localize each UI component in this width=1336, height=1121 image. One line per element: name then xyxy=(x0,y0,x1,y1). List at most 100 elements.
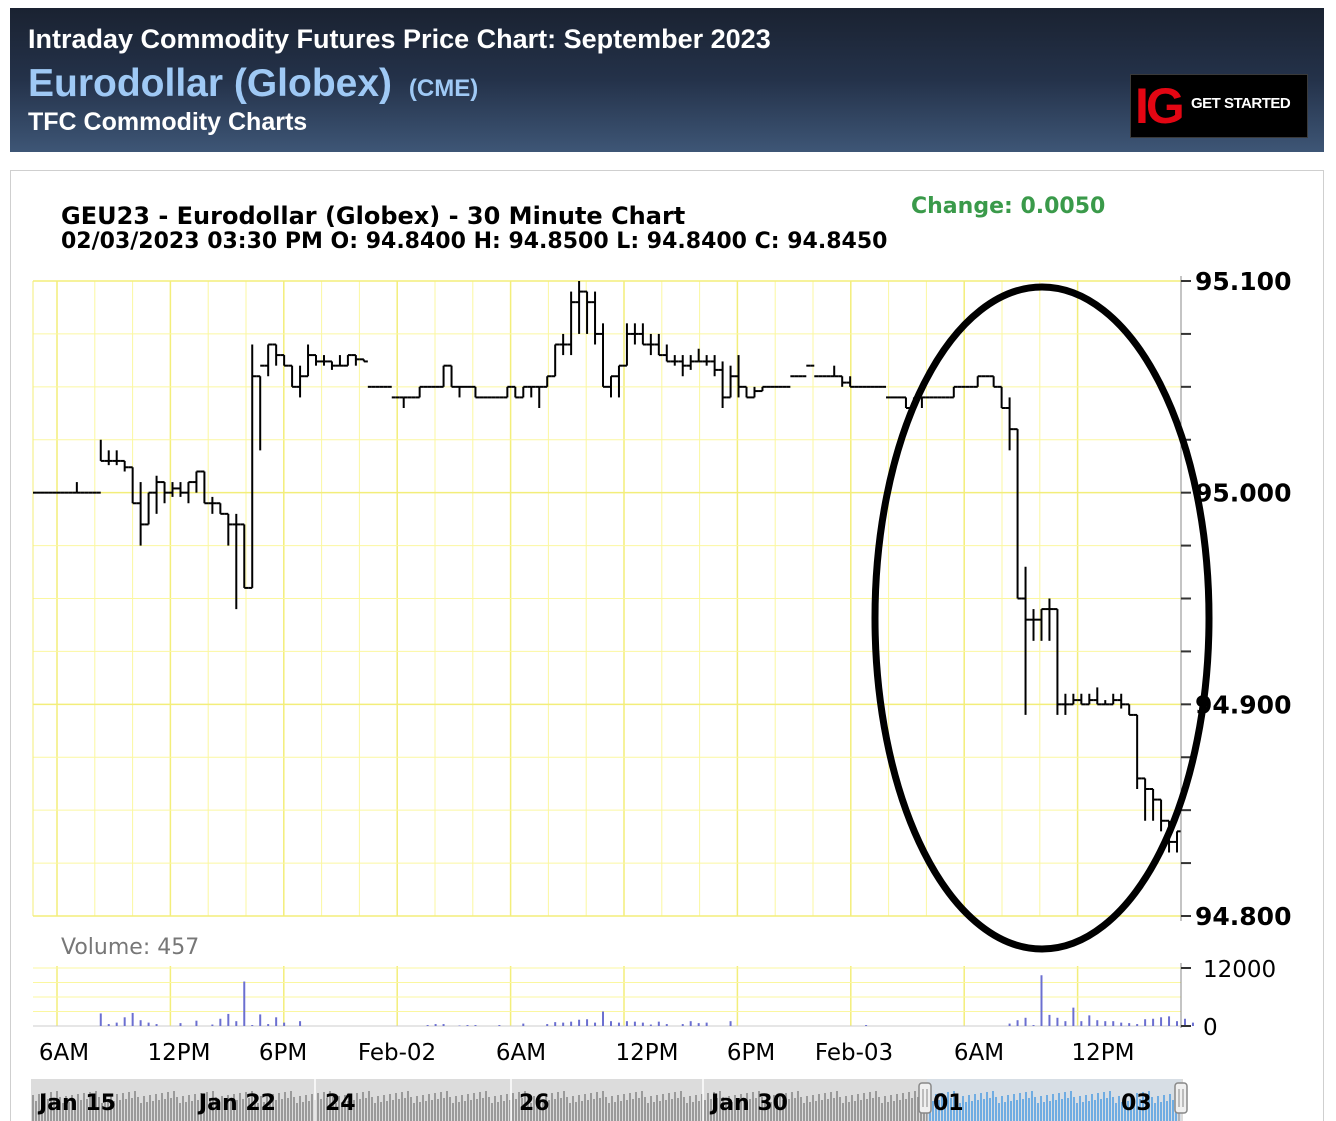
x-tick-label: 12PM xyxy=(148,1040,211,1066)
ohlc-bar xyxy=(1029,609,1038,641)
ohlc-bar xyxy=(1061,693,1070,715)
ohlc-bar xyxy=(575,281,584,334)
ohlc-bar xyxy=(1077,693,1086,706)
x-tick-label: 6AM xyxy=(39,1040,89,1066)
ohlc-bar xyxy=(710,355,719,377)
y-tick-label: 95.000 xyxy=(1195,479,1291,508)
ohlc-bar xyxy=(734,355,743,398)
ohlc-bar xyxy=(599,323,607,388)
contract-name: Eurodollar (Globex) xyxy=(28,62,393,105)
ohlc-bar xyxy=(168,482,177,497)
ohlc-bar xyxy=(543,375,552,388)
site-name: TFC Commodity Charts xyxy=(28,108,308,136)
ohlc-bar xyxy=(415,385,424,399)
change-label: Change: 0.0050 xyxy=(911,194,1105,219)
ohlc-bar xyxy=(694,348,703,363)
navigator-label: 26 xyxy=(519,1091,550,1116)
ohlc-bar xyxy=(551,343,560,378)
ohlc-bar xyxy=(750,386,759,399)
ohlc-bar xyxy=(304,344,313,378)
handle-grip xyxy=(1174,1082,1188,1114)
navigator-handle[interactable] xyxy=(1174,1082,1188,1114)
ohlc-bar xyxy=(136,482,145,546)
ohlc-bar xyxy=(511,385,520,399)
ohlc-bar xyxy=(1133,713,1142,789)
chart-ohlc-readout: 02/03/2023 03:30 PM O: 94.8400 H: 94.850… xyxy=(61,229,887,254)
y-tick-label: 94.800 xyxy=(1195,902,1291,931)
navigator-selection xyxy=(927,1079,1181,1121)
ohlc-bar xyxy=(288,364,297,388)
ig-logo: IG xyxy=(1135,78,1185,134)
ohlc-bar xyxy=(264,343,273,377)
ohlc-bar xyxy=(1013,428,1022,600)
ohlc-bar xyxy=(726,365,735,399)
y-tick-label: 95.100 xyxy=(1195,267,1291,296)
vol-tick-label: 0 xyxy=(1203,1015,1218,1041)
ohlc-bar xyxy=(973,375,982,388)
ohlc-bar xyxy=(519,385,528,399)
x-tick-label: 12PM xyxy=(616,1040,679,1066)
ohlc-bar xyxy=(160,481,169,504)
ohlc-bar xyxy=(471,385,480,399)
ohlc-bar xyxy=(439,364,448,388)
ohlc-bar xyxy=(1101,700,1110,706)
ohlc-bar xyxy=(1053,608,1062,715)
ohlc-bar xyxy=(742,385,751,399)
navigator-handle[interactable] xyxy=(918,1082,932,1114)
ohlc-bar xyxy=(662,344,671,363)
ohlc-bar xyxy=(622,323,631,367)
highlight-ellipse xyxy=(871,283,1213,953)
ohlc-bar xyxy=(559,333,568,356)
ohlc-bar xyxy=(614,364,623,398)
ohlc-bar xyxy=(583,290,592,334)
ohlc-bar xyxy=(1069,693,1078,706)
ohlc-bar xyxy=(758,385,767,393)
ohlc-bar xyxy=(1141,777,1150,821)
ohlc-bar xyxy=(718,361,727,408)
ohlc-bar xyxy=(607,375,615,398)
ohlc-bar xyxy=(351,354,360,366)
ohlc-bar xyxy=(678,355,687,377)
ohlc-bar xyxy=(455,385,464,398)
ohlc-bar xyxy=(96,439,105,494)
ohlc-bar xyxy=(327,360,336,370)
ohlc-bar xyxy=(232,513,241,610)
ohlc-bar xyxy=(702,355,711,366)
ohlc-bar xyxy=(320,355,328,366)
ohlc-bar xyxy=(399,396,408,408)
ohlc-bar xyxy=(312,354,320,366)
ohlc-bar xyxy=(447,364,456,388)
ohlc-bar xyxy=(646,333,655,356)
navigator-label: Jan 30 xyxy=(709,1091,788,1116)
ohlc-bar xyxy=(120,459,129,472)
ohlc-bar xyxy=(1125,703,1134,716)
volume-label: Volume: 457 xyxy=(61,935,199,960)
ohlc-bar xyxy=(359,358,368,363)
ohlc-bar xyxy=(335,355,344,367)
ohlc-bar xyxy=(104,450,113,466)
price-chart: 95.100 95.000 94.900 94.800 12000 0 6AM 12PM 6… xyxy=(31,194,1291,1121)
ohlc-bar xyxy=(591,291,600,345)
exchange-label: (CME) xyxy=(408,75,479,102)
ohlc-bar xyxy=(838,375,847,387)
ohlc-bar xyxy=(1173,830,1181,853)
ohlc-bar xyxy=(638,323,647,346)
page-header: Intraday Commodity Futures Price Chart: … xyxy=(10,8,1324,152)
ohlc-bar xyxy=(184,481,193,504)
ohlc-bar xyxy=(1005,397,1014,451)
ohlc-bar xyxy=(272,343,281,366)
ohlc-bar xyxy=(567,291,576,356)
ohlc-bar xyxy=(830,365,839,378)
ohlc-bar xyxy=(527,385,536,398)
ohlc-bar xyxy=(1037,608,1046,641)
ohlc-bar xyxy=(686,355,695,370)
ohlc-bar xyxy=(949,385,958,399)
ohlc-bar xyxy=(846,376,855,388)
x-tick-label: 6PM xyxy=(727,1040,775,1066)
ohlc-bar xyxy=(997,385,1006,409)
vol-tick-label: 12000 xyxy=(1203,957,1276,983)
ohlc-bar xyxy=(654,333,663,357)
ig-get-started-ad[interactable]: IG GET STARTED xyxy=(1130,74,1308,138)
ohlc-bar xyxy=(200,470,209,505)
ohlc-bar xyxy=(503,385,512,399)
